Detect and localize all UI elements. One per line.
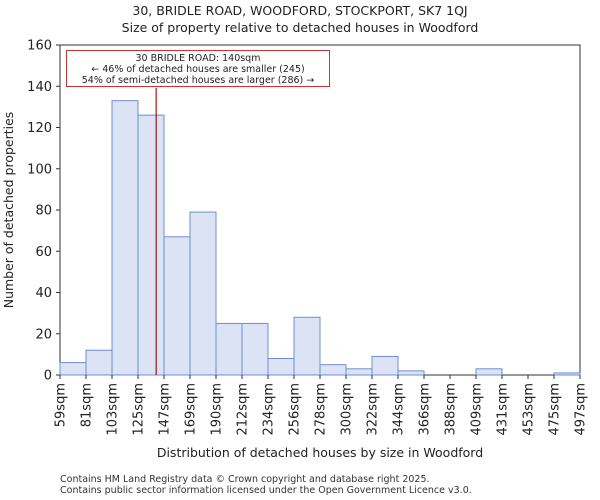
annotation-line-1: 30 BRIDLE ROAD: 140sqm [135, 53, 261, 64]
bar [345, 368, 373, 376]
x-tick-label: 59sqm [54, 383, 69, 427]
bar [397, 370, 425, 376]
x-tick-label: 388sqm [444, 383, 459, 436]
x-tick-label: 475sqm [548, 383, 563, 436]
x-tick-label: 190sqm [210, 383, 225, 436]
x-tick-label: 125sqm [132, 383, 147, 436]
x-tick-label: 497sqm [574, 383, 589, 436]
annotation-line-3: 54% of semi-detached houses are larger (… [81, 75, 315, 86]
x-tick-label: 431sqm [496, 383, 511, 436]
bar [267, 358, 295, 376]
x-tick-label: 366sqm [418, 383, 433, 436]
y-tick-label: 100 [27, 162, 52, 177]
annotation-box: 30 BRIDLE ROAD: 140sqm ← 46% of detached… [66, 50, 330, 87]
bar [371, 355, 399, 376]
bar [241, 322, 269, 376]
x-axis-label: Distribution of detached houses by size … [157, 445, 483, 460]
x-tick-label: 322sqm [366, 383, 381, 436]
y-axis-label: Number of detached properties [1, 112, 16, 309]
x-tick-label: 81sqm [80, 383, 95, 427]
chart-title: 30, BRIDLE ROAD, WOODFORD, STOCKPORT, SK… [132, 3, 468, 18]
bar [59, 362, 87, 376]
y-tick-label: 20 [35, 327, 52, 342]
x-tick-label: 103sqm [106, 383, 121, 436]
bar [553, 372, 581, 376]
x-tick-label: 344sqm [392, 383, 407, 436]
y-tick-label: 120 [27, 121, 52, 136]
bar [85, 349, 113, 376]
bar [111, 100, 139, 376]
y-tick-label: 140 [27, 80, 52, 95]
bar [215, 322, 243, 376]
footer-line-1: Contains HM Land Registry data © Crown c… [60, 474, 430, 485]
bar [319, 364, 347, 376]
x-tick-label: 453sqm [522, 383, 537, 436]
x-tick-label: 212sqm [236, 383, 251, 436]
y-tick-label: 40 [35, 286, 52, 301]
x-tick-label: 278sqm [314, 383, 329, 436]
bar [163, 236, 191, 376]
bar [293, 316, 321, 376]
x-tick-label: 234sqm [262, 383, 277, 436]
x-tick-label: 169sqm [184, 383, 199, 436]
x-tick-label: 409sqm [470, 383, 485, 436]
annotation-line-2: ← 46% of detached houses are smaller (24… [91, 64, 305, 75]
bar [137, 114, 165, 376]
y-tick-label: 80 [35, 204, 52, 219]
bar [189, 211, 217, 376]
y-tick-label: 60 [35, 245, 52, 260]
bar [475, 368, 503, 376]
y-tick-label: 0 [44, 369, 52, 384]
y-tick-label: 160 [27, 39, 52, 54]
footer-line-2: Contains public sector information licen… [60, 485, 472, 496]
x-tick-label: 300sqm [340, 383, 355, 436]
x-tick-label: 256sqm [288, 383, 303, 436]
x-tick-label: 147sqm [158, 383, 173, 436]
chart-subtitle: Size of property relative to detached ho… [121, 20, 479, 35]
